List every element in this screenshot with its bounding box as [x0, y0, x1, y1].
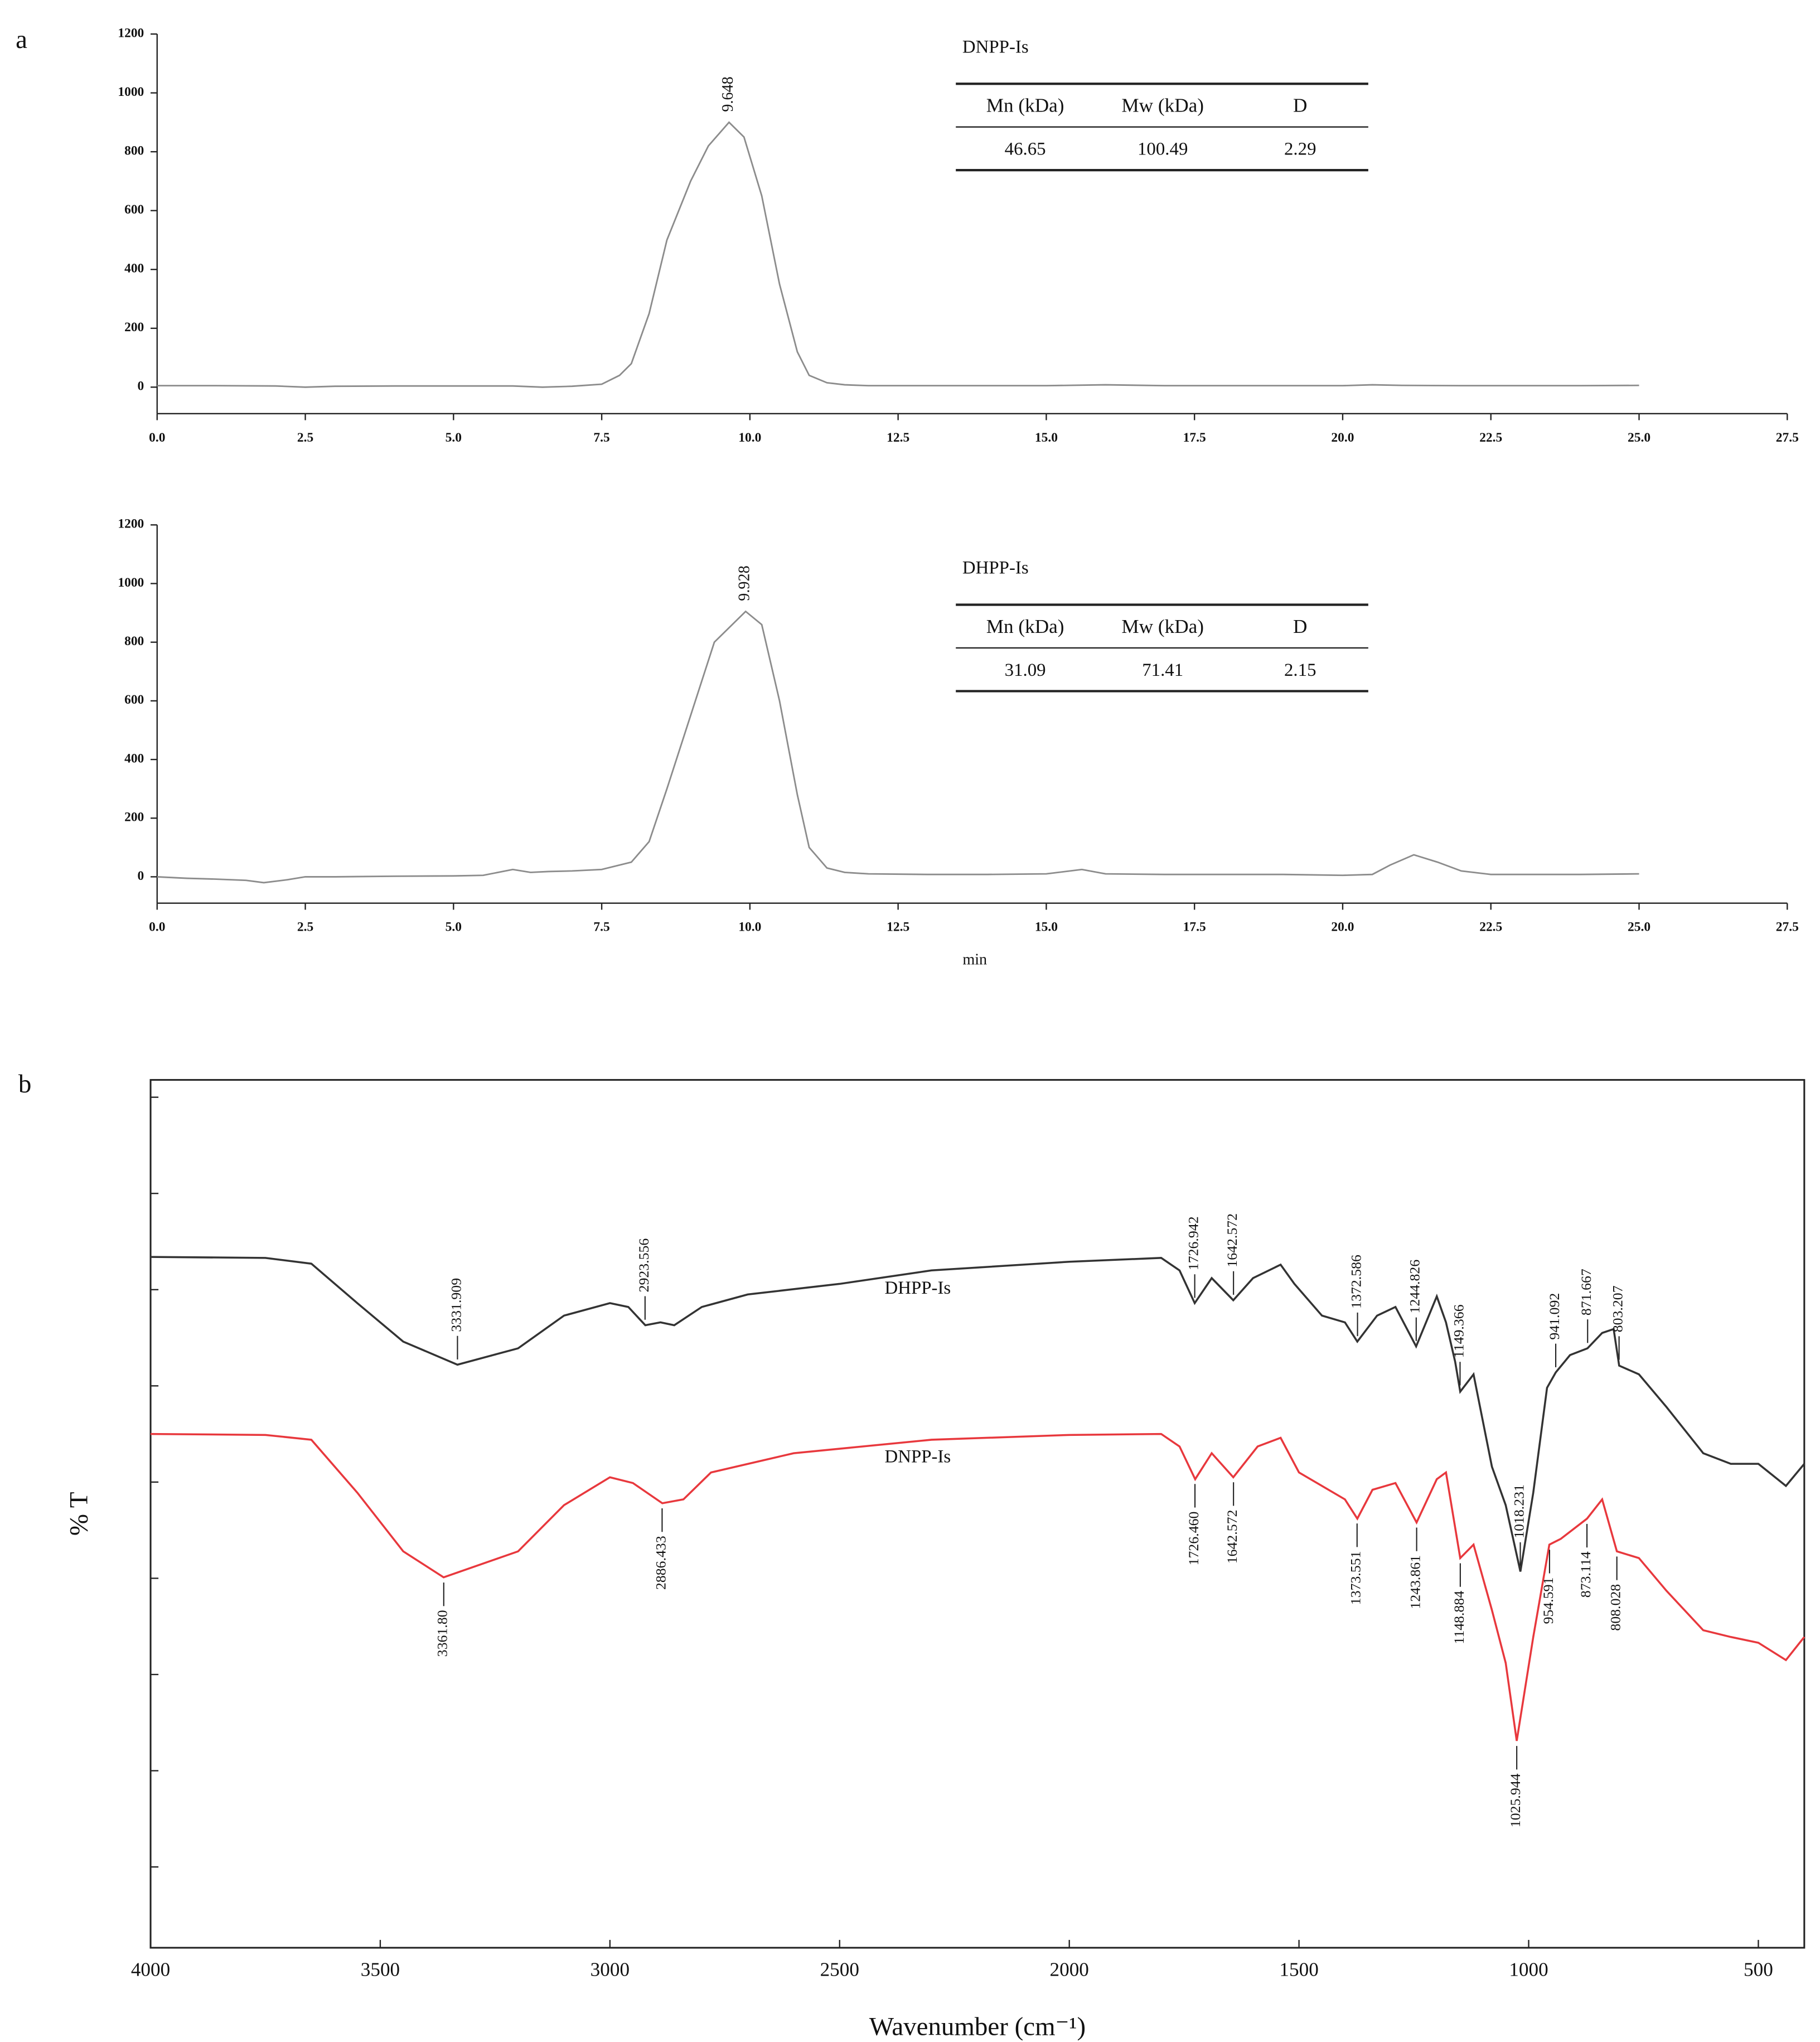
x-tick-label: 2500 [820, 1958, 859, 1980]
y-tick-label: 200 [124, 810, 144, 825]
y-tick-label: 600 [124, 202, 144, 217]
x-tick-label: 3000 [590, 1958, 630, 1980]
peak-label: 9.648 [719, 76, 737, 112]
x-tick-label: 17.5 [1183, 920, 1206, 935]
x-tick-label: 15.0 [1035, 920, 1058, 935]
table-cell: 2.29 [1284, 139, 1316, 159]
x-axis-label: Wavenumber (cm⁻¹) [869, 2012, 1086, 2041]
series-label: DNPP-Is [884, 1446, 951, 1467]
y-tick-label: 400 [124, 751, 144, 766]
data-line [151, 1256, 1806, 1572]
table-cell: 46.65 [1005, 139, 1046, 159]
x-tick-label: 12.5 [887, 920, 909, 935]
x-tick-label: 12.5 [887, 430, 909, 445]
x-tick-label: 15.0 [1035, 430, 1058, 445]
x-tick-label: 0.0 [149, 920, 165, 935]
data-line [157, 121, 1639, 388]
y-tick-label: 1200 [118, 517, 144, 531]
data-line [151, 1433, 1806, 1741]
x-tick-label: 1500 [1279, 1958, 1318, 1980]
x-tick-label: 7.5 [593, 430, 609, 445]
peak-label: 9.928 [736, 565, 753, 601]
y-tick-label: 800 [124, 634, 144, 649]
peak-label: 954.591 [1540, 1578, 1556, 1624]
y-tick-label: 1200 [118, 26, 144, 40]
peak-label: 1642.572 [1224, 1509, 1240, 1564]
x-tick-label: 25.0 [1628, 430, 1650, 445]
x-tick-label: 3500 [361, 1958, 400, 1980]
x-tick-label: 20.0 [1331, 430, 1354, 445]
peak-label: 873.114 [1577, 1551, 1594, 1598]
x-tick-label: 2.5 [297, 430, 313, 445]
data-line [157, 610, 1639, 884]
x-tick-label: 10.0 [738, 920, 761, 935]
peak-label: 808.028 [1608, 1584, 1624, 1631]
peak-label: 941.092 [1546, 1293, 1562, 1340]
x-tick-label: 1000 [1509, 1958, 1548, 1980]
table-header: Mw (kDa) [1121, 616, 1204, 637]
y-tick-label: 0 [138, 869, 144, 883]
x-tick-label: 27.5 [1776, 920, 1799, 935]
x-tick-label: 500 [1744, 1958, 1773, 1980]
x-tick-label: 2000 [1049, 1958, 1088, 1980]
y-tick-label: 400 [124, 262, 144, 276]
x-tick-label: 5.0 [446, 430, 462, 445]
table-title: DNPP-Is [962, 37, 1029, 57]
peak-label: 1148.884 [1451, 1591, 1467, 1644]
y-tick-label: 1000 [118, 575, 144, 590]
x-axis-label: min [962, 951, 987, 968]
peak-label: 1244.826 [1407, 1260, 1423, 1314]
table-cell: 2.15 [1284, 660, 1316, 680]
y-axis-label: % T [64, 1492, 93, 1536]
table-title: DHPP-Is [962, 558, 1029, 578]
plot-frame [149, 1079, 1806, 1949]
peak-label: 1025.944 [1507, 1773, 1523, 1827]
table-header: D [1293, 95, 1307, 117]
y-tick-label: 800 [124, 144, 144, 158]
x-tick-label: 22.5 [1479, 920, 1502, 935]
y-tick-label: 200 [124, 320, 144, 335]
x-tick-label: 2.5 [297, 920, 313, 935]
peak-label: 3331.909 [448, 1278, 464, 1332]
peak-label: 2923.556 [636, 1238, 652, 1293]
x-tick-label: 27.5 [1776, 430, 1799, 445]
peak-label: 1149.366 [1450, 1304, 1466, 1358]
peak-label: 871.667 [1578, 1269, 1594, 1315]
x-tick-label: 5.0 [446, 920, 462, 935]
panel-label: b [18, 1070, 31, 1099]
table-header: Mn (kDa) [986, 95, 1064, 117]
peak-label: 803.207 [1610, 1285, 1626, 1332]
x-tick-label: 17.5 [1183, 430, 1206, 445]
x-tick-label: 7.5 [593, 920, 609, 935]
y-tick-label: 1000 [118, 85, 144, 99]
peak-label: 1018.231 [1511, 1484, 1527, 1538]
y-tick-label: 0 [138, 379, 144, 394]
table-cell: 100.49 [1138, 139, 1188, 159]
x-tick-label: 22.5 [1479, 430, 1502, 445]
series-label: DHPP-Is [884, 1278, 951, 1298]
table-cell: 71.41 [1142, 660, 1183, 680]
peak-label: 3361.80 [434, 1610, 451, 1657]
x-tick-label: 25.0 [1628, 920, 1650, 935]
x-tick-label: 20.0 [1331, 920, 1354, 935]
x-tick-label: 0.0 [149, 430, 165, 445]
peak-label: 1642.572 [1224, 1213, 1240, 1267]
panel-label: a [16, 25, 27, 54]
table-header: Mn (kDa) [986, 616, 1064, 637]
table-header: D [1293, 616, 1307, 637]
x-tick-label: 4000 [131, 1958, 170, 1980]
table-header: Mw (kDa) [1121, 95, 1204, 117]
peak-label: 1373.551 [1348, 1551, 1364, 1605]
peak-label: 1726.460 [1185, 1512, 1202, 1566]
peak-label: 1372.586 [1348, 1255, 1364, 1309]
peak-label: 1726.942 [1185, 1216, 1202, 1270]
y-tick-label: 600 [124, 693, 144, 707]
x-tick-label: 10.0 [738, 430, 761, 445]
peak-label: 1243.861 [1407, 1555, 1424, 1609]
peak-label: 2886.433 [652, 1536, 669, 1590]
table-cell: 31.09 [1005, 660, 1046, 680]
